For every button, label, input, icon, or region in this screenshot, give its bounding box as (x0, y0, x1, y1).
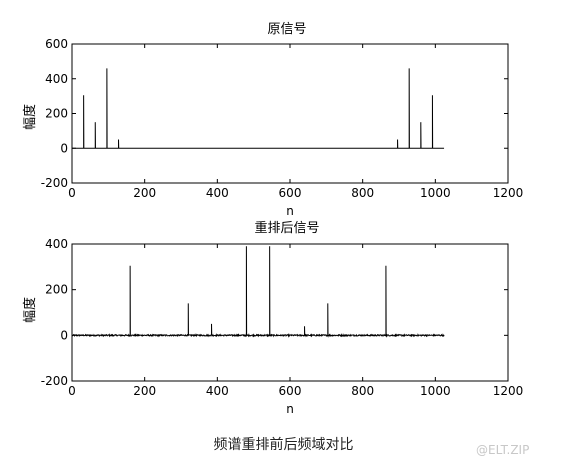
chart-title: 原信号 (267, 22, 306, 37)
watermark: @ELT.ZIP (476, 443, 530, 457)
x-tick-label: 800 (351, 186, 374, 200)
x-tick-label: 400 (206, 186, 229, 200)
figure-caption: 频谱重排前后频域对比 (213, 437, 354, 453)
x-tick-label: 0 (68, 384, 76, 398)
x-tick-label: 800 (351, 384, 374, 398)
x-axis-ticks: 0 200 400 600 800 1000 1200 (68, 44, 523, 200)
x-tick-label: 200 (133, 384, 156, 398)
y-tick-label: 400 (45, 72, 68, 86)
y-axis-ticks: -200 0 200 400 600 (41, 37, 508, 190)
x-tick-label: 1200 (493, 384, 524, 398)
signal-line (72, 68, 445, 149)
x-tick-label: 1200 (493, 186, 524, 200)
y-axis-ticks: -200 0 200 400 (41, 237, 508, 388)
x-tick-label: 0 (68, 186, 76, 200)
y-tick-label: 0 (60, 328, 68, 342)
y-axis-label: 幅度 (22, 104, 38, 130)
y-tick-label: -200 (41, 374, 68, 388)
x-tick-label: 1000 (420, 384, 451, 398)
chart-title: 重排后信号 (254, 220, 319, 236)
y-tick-label: 400 (45, 237, 68, 251)
y-tick-label: 600 (45, 37, 68, 51)
y-axis-label: 幅度 (22, 297, 38, 323)
y-tick-label: 200 (45, 107, 68, 121)
x-axis-label: n (286, 402, 294, 416)
x-axis-ticks: 0 200 400 600 800 1000 1200 (68, 244, 523, 398)
y-tick-label: 0 (60, 141, 68, 155)
x-tick-label: 600 (279, 186, 302, 200)
x-tick-label: 1000 (420, 186, 451, 200)
plot-frame (71, 243, 509, 382)
x-axis-label: n (286, 204, 294, 218)
plot-frame (71, 43, 509, 184)
x-tick-label: 600 (279, 384, 302, 398)
signal-line (71, 246, 445, 338)
x-tick-label: 400 (206, 384, 229, 398)
y-tick-label: 200 (45, 283, 68, 297)
y-tick-label: -200 (41, 176, 68, 190)
x-tick-label: 200 (133, 186, 156, 200)
